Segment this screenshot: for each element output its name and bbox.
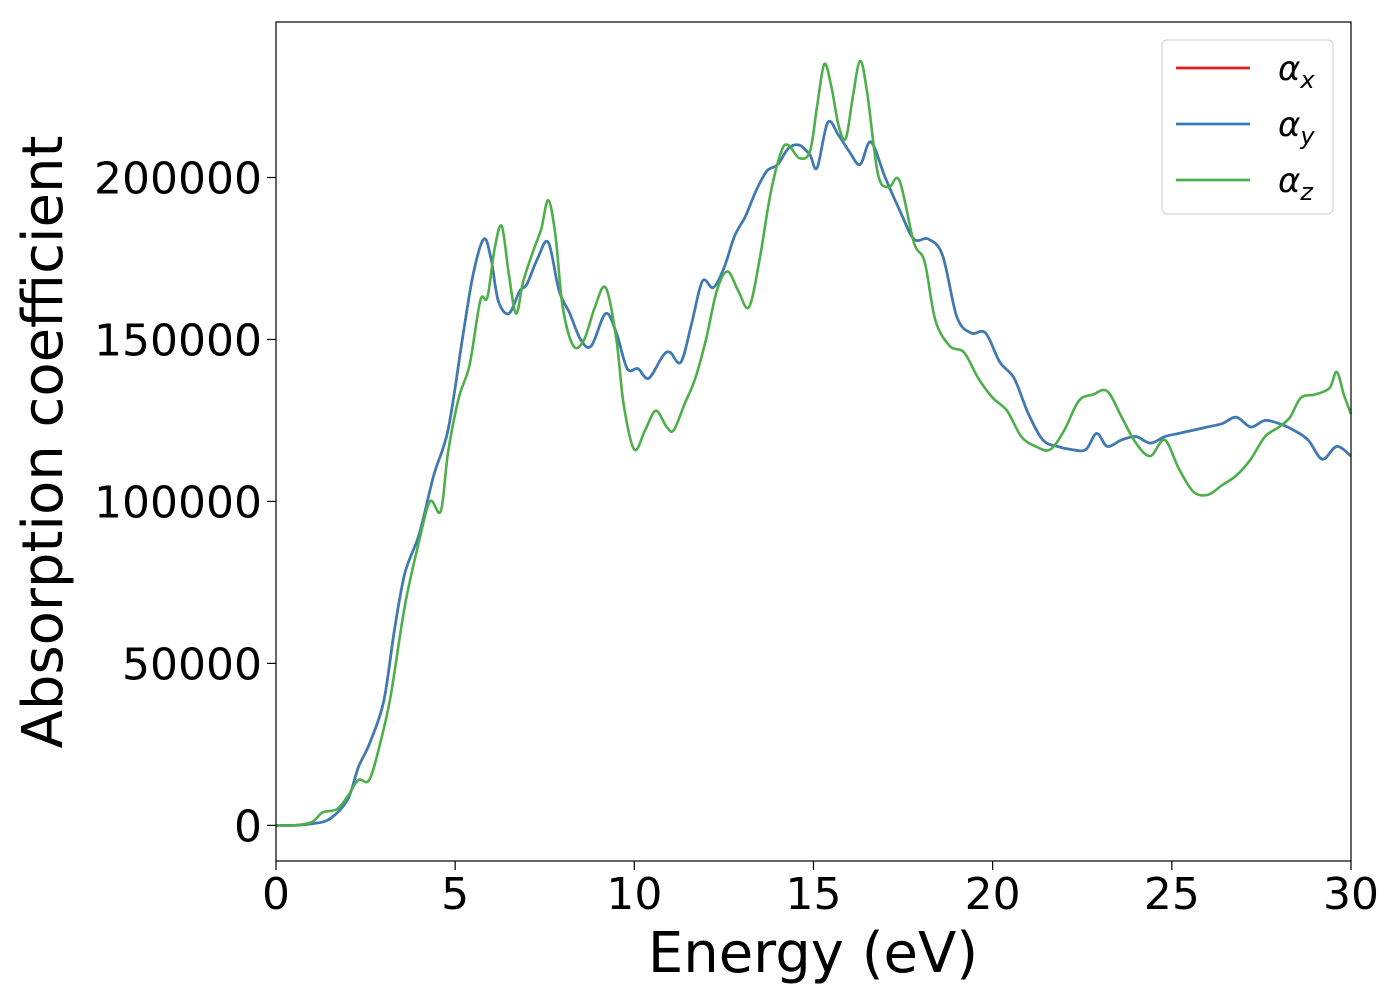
legend-label-2: αy [1278, 105, 1315, 150]
y-tick-label: 50000 [122, 639, 262, 690]
series-line-2 [275, 119, 1352, 827]
y-tick-label: 150000 [94, 315, 262, 366]
y-axis-ticks: 0 50000 100000 150000 200000 [94, 153, 276, 852]
legend: αx αy αz [1161, 39, 1334, 215]
x-tick-label: 15 [786, 869, 842, 920]
y-tick-label: 0 [234, 801, 262, 852]
legend-box [1161, 39, 1334, 215]
x-tick-label: 30 [1323, 869, 1379, 920]
legend-label-3: αz [1278, 161, 1314, 206]
legend-label-1: αx [1278, 49, 1315, 94]
y-tick-label: 100000 [94, 477, 262, 528]
x-tick-label: 25 [1144, 869, 1200, 920]
x-tick-label: 0 [262, 869, 290, 920]
series-line-1 [275, 119, 1352, 827]
y-axis-label: Absorption coefficient [11, 136, 76, 749]
y-tick-label: 200000 [94, 153, 262, 204]
series-line-3 [275, 59, 1353, 827]
x-tick-label: 5 [441, 869, 469, 920]
x-tick-label: 20 [965, 869, 1021, 920]
x-axis-ticks: 0 5 10 15 20 25 30 [262, 861, 1379, 920]
series-layer [275, 59, 1353, 827]
x-axis-label: Energy (eV) [648, 921, 978, 986]
x-tick-label: 10 [606, 869, 662, 920]
